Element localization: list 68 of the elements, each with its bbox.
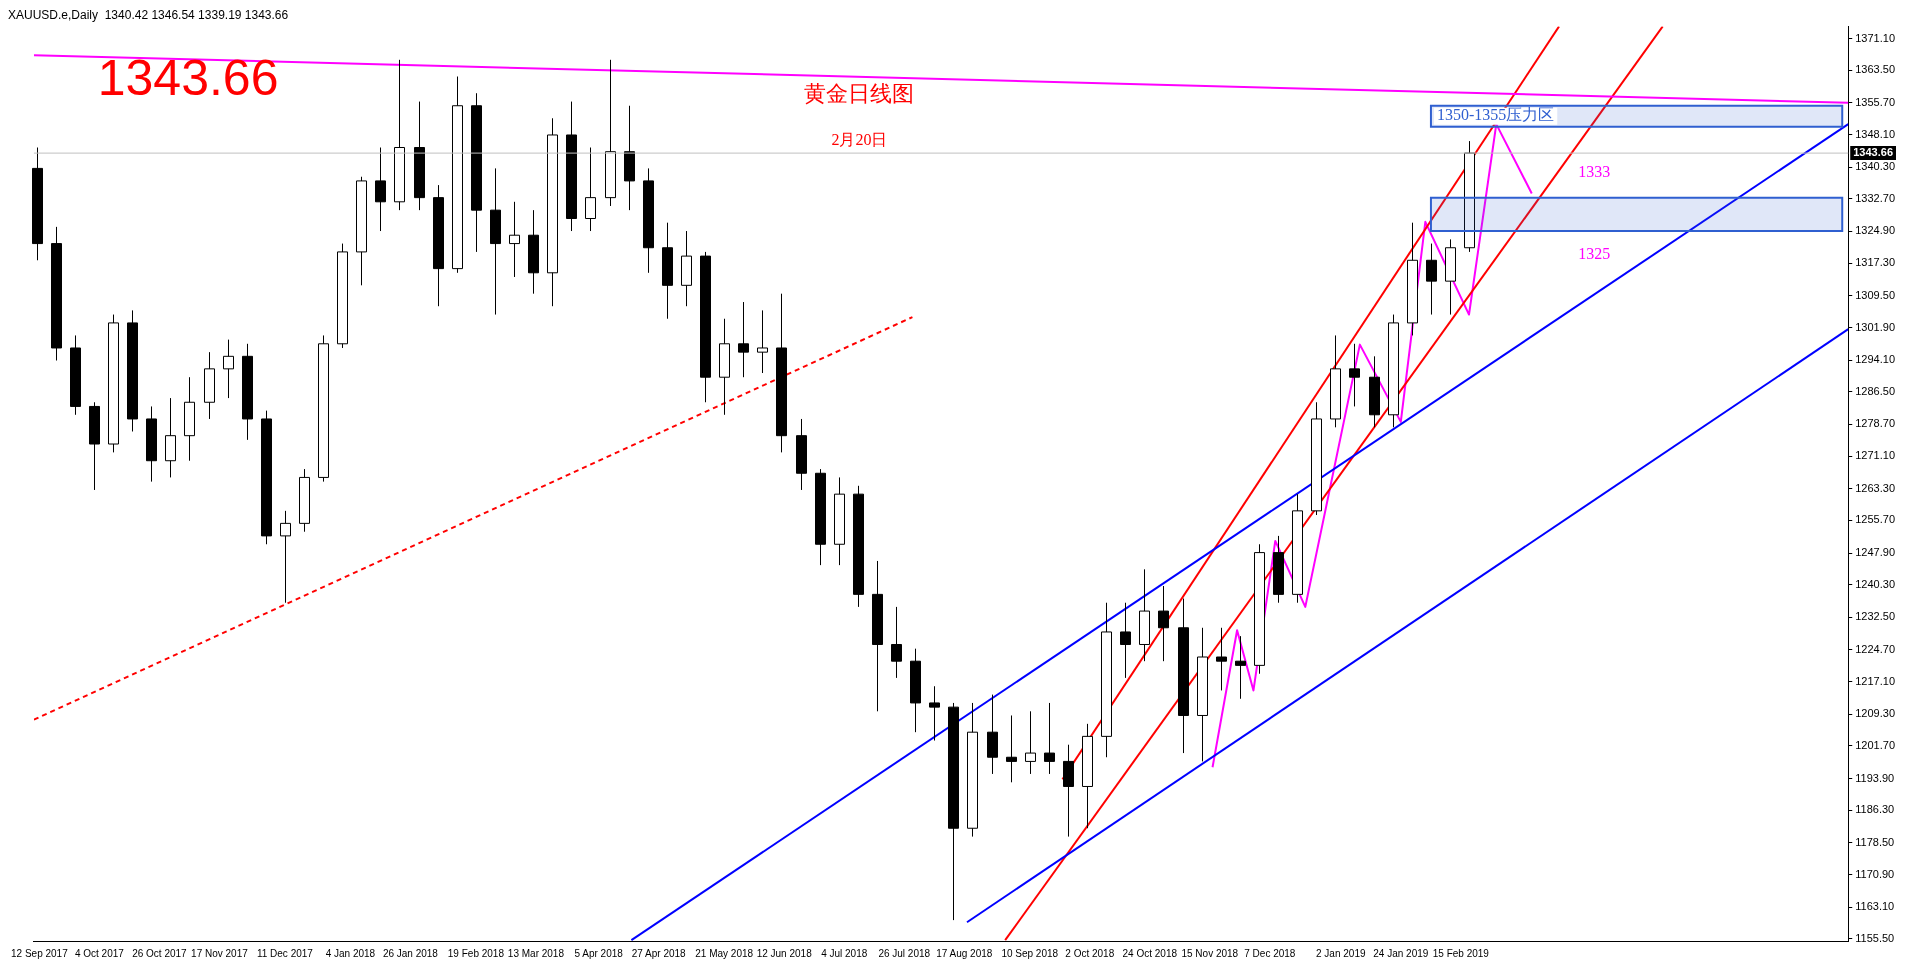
y-tick-label: 1201.70 (1855, 739, 1895, 751)
y-tick-label: 1301.90 (1855, 320, 1895, 333)
x-tick-label: 13 Mar 2018 (507, 947, 565, 959)
candlestick (891, 606, 902, 679)
x-tick-label: 27 Apr 2018 (631, 947, 687, 959)
x-tick-label: 7 Dec 2018 (1244, 947, 1296, 959)
y-tick-label: 1263.30 (1855, 481, 1895, 494)
x-tick-label: 2 Jan 2019 (1316, 947, 1366, 959)
y-tick-label: 1209.30 (1855, 707, 1895, 720)
x-tick-label: 17 Aug 2018 (936, 947, 993, 959)
x-tick-label: 12 Sep 2017 (11, 947, 69, 959)
y-tick-label: 1332.70 (1855, 191, 1895, 204)
candlestick (929, 685, 940, 742)
candlestick (1120, 602, 1131, 679)
x-tick-label: 4 Jan 2018 (325, 947, 376, 959)
y-tick-label: 1286.50 (1855, 384, 1895, 397)
y-tick-label: 1371.10 (1855, 31, 1895, 44)
candlestick (757, 309, 768, 374)
ref-line-label: 1343.66 (1853, 146, 1893, 159)
y-tick-label: 1324.90 (1855, 224, 1895, 237)
x-tick-label: 15 Nov 2018 (1181, 947, 1239, 959)
x-tick-label: 24 Oct 2018 (1122, 947, 1178, 959)
y-tick-label: 1348.10 (1855, 127, 1895, 140)
y-tick-label: 1317.30 (1855, 256, 1895, 269)
x-tick-label: 12 Jun 2018 (756, 947, 813, 959)
x-tick-label: 19 Feb 2018 (447, 947, 505, 959)
x-tick-label: 10 Sep 2018 (1001, 947, 1059, 959)
y-tick-label: 1155.50 (1855, 931, 1895, 944)
x-tick-label: 11 Dec 2017 (256, 947, 314, 959)
x-tick-label: 4 Jul 2018 (821, 947, 868, 959)
y-tick-label: 1224.70 (1855, 642, 1895, 655)
x-tick-label: 21 May 2018 (695, 947, 754, 959)
y-tick-label: 1255.70 (1855, 513, 1895, 526)
annotation: 1325 (1578, 245, 1611, 263)
band-label: 1350-1355压力区 (1436, 106, 1555, 124)
candlestick (585, 147, 596, 232)
y-tick-label: 1178.50 (1855, 835, 1895, 848)
y-tick-label: 1355.70 (1855, 95, 1895, 108)
y-tick-label: 1271.10 (1855, 449, 1895, 462)
y-tick-label: 1232.50 (1855, 610, 1895, 623)
x-tick-label: 15 Feb 2019 (1432, 947, 1490, 959)
chart-title: XAUUSD.e,Daily 1340.42 1346.54 1339.19 1343.66 (8, 7, 289, 22)
y-tick-label: 1240.30 (1855, 577, 1895, 590)
x-tick-label: 17 Nov 2017 (191, 947, 249, 959)
y-tick-label: 1170.90 (1855, 867, 1895, 880)
annotation: 1343.66 (97, 50, 279, 107)
candlestick (738, 301, 749, 378)
x-tick-label: 2 Oct 2018 (1065, 947, 1115, 959)
y-tick-label: 1278.70 (1855, 417, 1895, 430)
x-tick-label: 4 Oct 2017 (74, 947, 125, 959)
x-tick-label: 5 Apr 2018 (574, 947, 624, 959)
x-tick-label: 26 Jan 2018 (382, 947, 439, 959)
y-tick-label: 1163.10 (1855, 900, 1895, 913)
x-tick-label: 26 Jul 2018 (878, 947, 931, 959)
x-tick-label: 24 Jan 2019 (1373, 947, 1429, 959)
y-tick-label: 1340.30 (1855, 160, 1895, 173)
y-tick-label: 1247.90 (1855, 546, 1895, 559)
y-tick-label: 1309.50 (1855, 288, 1895, 301)
candlestick (1349, 343, 1360, 407)
y-tick-label: 1294.10 (1855, 353, 1895, 366)
annotation: 黄金日线图 (804, 80, 915, 106)
x-tick-label: 26 Oct 2017 (132, 947, 188, 959)
y-tick-label: 1193.90 (1855, 771, 1895, 784)
annotation: 2月20日 (831, 130, 888, 148)
y-tick-label: 1217.10 (1855, 674, 1895, 687)
y-tick-label: 1363.50 (1855, 63, 1895, 76)
annotation: 1333 (1578, 162, 1611, 180)
y-tick-label: 1186.30 (1855, 803, 1895, 816)
